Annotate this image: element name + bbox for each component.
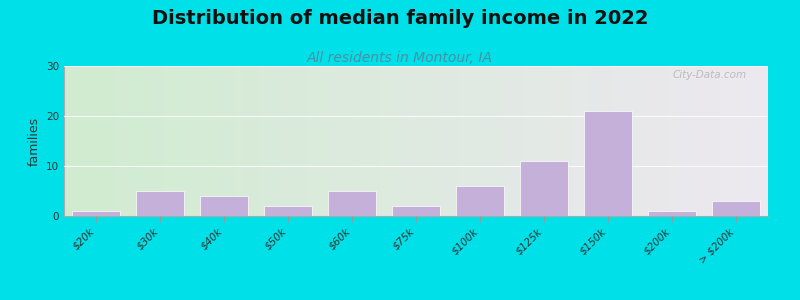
Text: All residents in Montour, IA: All residents in Montour, IA — [307, 51, 493, 65]
Bar — [712, 201, 760, 216]
Bar — [456, 186, 504, 216]
Bar — [328, 191, 376, 216]
Bar — [264, 206, 312, 216]
Bar — [520, 161, 568, 216]
Bar — [648, 211, 696, 216]
Bar — [72, 211, 120, 216]
Bar — [136, 191, 184, 216]
Text: City-Data.com: City-Data.com — [673, 70, 747, 80]
Bar — [584, 111, 632, 216]
Text: Distribution of median family income in 2022: Distribution of median family income in … — [152, 9, 648, 28]
Bar — [200, 196, 248, 216]
Y-axis label: families: families — [27, 116, 41, 166]
Bar — [392, 206, 440, 216]
